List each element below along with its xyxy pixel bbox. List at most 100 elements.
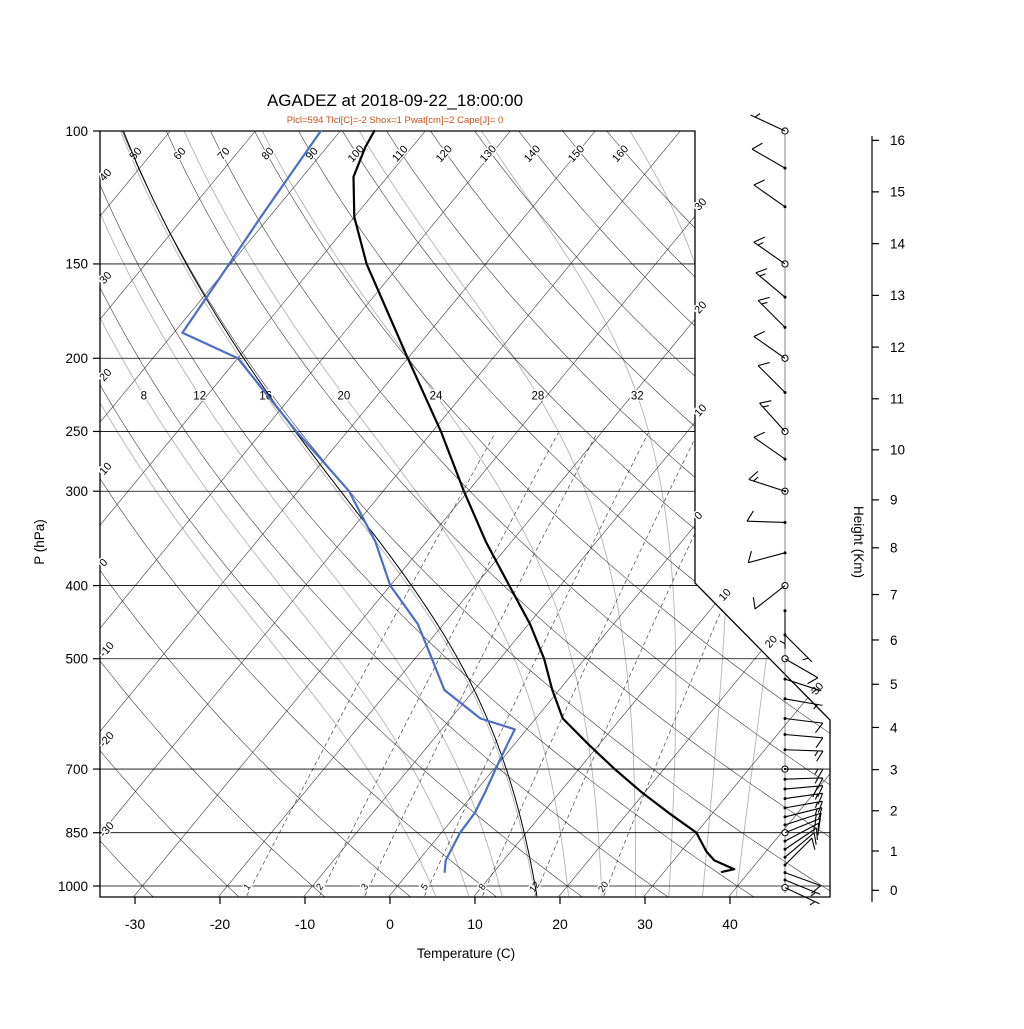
barb-half [760, 274, 766, 276]
moist-adiabat-label: 12 [193, 390, 206, 402]
height-tick-label: 1 [890, 844, 898, 859]
barb-half [803, 658, 809, 660]
moist-adiabat-line [359, 131, 635, 896]
barb-staff [785, 719, 823, 724]
dry-adiabat-line [0, 131, 239, 897]
isotherm-line [0, 131, 85, 897]
barb-staff [747, 521, 785, 522]
dry-adiabat-line [431, 131, 1024, 897]
moist-adiabat-label: 20 [338, 390, 351, 402]
height-tick-label: 14 [890, 236, 906, 251]
dry-adiabat-line [299, 131, 1024, 897]
isotherm-line [0, 131, 170, 897]
moist-adiabat-label: 28 [531, 390, 544, 402]
height-tick-label: 0 [890, 883, 898, 898]
isotherm-label: 10 [717, 587, 734, 604]
wind-barb [753, 582, 788, 608]
mixing-ratio-label: 3 [359, 882, 371, 893]
temperature-tick-label: -20 [210, 916, 230, 932]
dry-adiabat-label: 150 [566, 143, 587, 165]
isotherm-label: 0 [692, 510, 705, 523]
height-tick-label: 9 [890, 493, 898, 508]
wind-barb [754, 331, 788, 361]
barb-full [814, 833, 816, 845]
wind-barb [784, 838, 815, 866]
height-tick-label: 7 [890, 587, 898, 602]
pressure-tick-label: 500 [65, 652, 88, 667]
dry-adiabat-line [78, 131, 754, 897]
mixing-ratio-line [604, 433, 801, 896]
plot-border [100, 131, 830, 897]
mixing-ratio-line [535, 433, 743, 896]
barb-full [754, 331, 765, 336]
barb-full [816, 738, 823, 748]
barb-staff [785, 873, 821, 886]
barb-staff [785, 635, 812, 662]
barb-staff [754, 185, 785, 207]
height-tick-label: 12 [890, 340, 905, 355]
height-axis-title: Height (Km) [851, 506, 866, 578]
moist-adiabat-line [736, 131, 796, 896]
barb-staff [785, 833, 814, 857]
temperature-tick-label: -10 [295, 916, 315, 932]
dry-adiabat-line [0, 131, 497, 897]
barb-half [755, 114, 760, 117]
isotherm-line [0, 131, 255, 897]
pressure-tick-label: 700 [65, 762, 88, 777]
parcel-curve [123, 131, 537, 896]
wind-barb [749, 471, 788, 494]
barb-staff [785, 888, 819, 904]
barb-staff [785, 750, 823, 751]
chart-title: AGADEZ at 2018-09-22_18:00:00 [267, 91, 523, 110]
barb-staff [758, 366, 785, 393]
dry-adiabat-line [0, 131, 582, 897]
dry-adiabat-label: 140 [522, 143, 543, 165]
barb-half [815, 769, 818, 774]
barb-half [810, 902, 815, 905]
barb-staff [749, 479, 785, 491]
barb-staff [760, 403, 785, 431]
grid-lines [0, 131, 1024, 897]
wind-barb [758, 363, 786, 394]
dry-adiabat-label: 110 [390, 143, 411, 164]
pressure-tick-label: 300 [65, 484, 88, 499]
barb-half [763, 406, 769, 407]
isotherm-line [48, 131, 680, 897]
wind-barb [784, 833, 817, 859]
barb-staff [754, 242, 785, 264]
barb-full [760, 401, 772, 403]
barb-staff [752, 149, 785, 168]
pressure-tick-label: 1000 [58, 879, 88, 894]
isotherm-line [0, 131, 510, 897]
dry-adiabat-line [343, 131, 1024, 897]
barb-staff [758, 300, 785, 327]
dry-adiabat-label: 130 [478, 143, 499, 165]
wind-barb [754, 432, 787, 460]
dry-adiabat-line [0, 131, 153, 897]
wind-barb [748, 551, 786, 563]
height-tick-label: 4 [890, 720, 898, 735]
barb-staff [756, 273, 785, 297]
wind-barb [784, 748, 823, 761]
wind-barb [784, 717, 823, 733]
mixing-ratio-label: 5 [419, 882, 431, 893]
barb-half [815, 751, 818, 756]
temperature-tick-label: 0 [386, 916, 394, 932]
dry-adiabat-label: 80 [260, 145, 277, 162]
height-tick-label: 8 [890, 541, 898, 556]
dry-adiabat-line [475, 131, 1024, 897]
barb-staff [754, 336, 785, 358]
dry-adiabat-line [166, 131, 925, 897]
moist-adiabat-line [630, 131, 728, 896]
temperature-tick-label: -30 [125, 916, 145, 932]
temperature-tick-label: 30 [637, 916, 653, 932]
barb-staff [755, 586, 785, 609]
height-tick-label: 10 [890, 443, 905, 458]
pressure-tick-label: 150 [65, 257, 88, 272]
moist-adiabat-label: 24 [430, 390, 443, 402]
sounding-profiles [123, 131, 734, 896]
pressure-tick-label: 400 [65, 578, 88, 593]
axes: 1001502002503004005007008501000-30-20-10… [58, 124, 906, 932]
